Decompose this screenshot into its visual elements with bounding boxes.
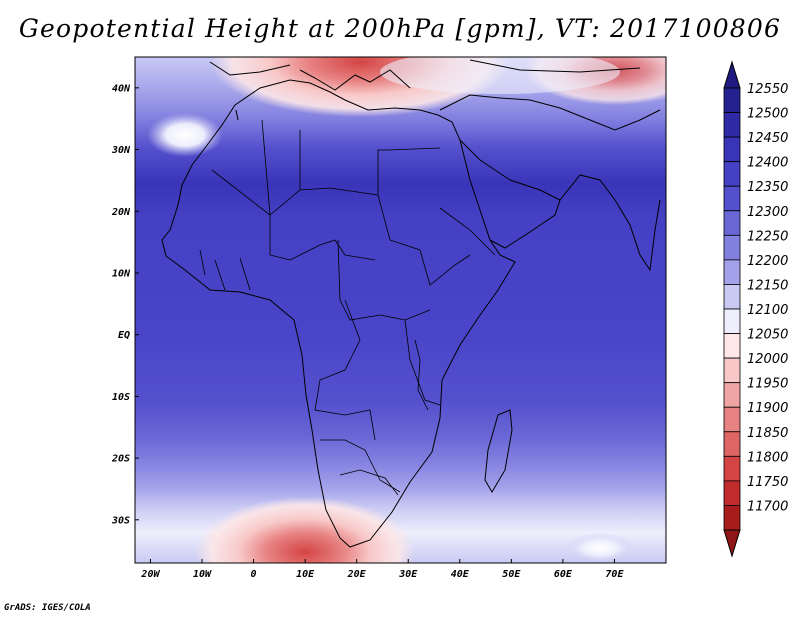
colorbar-segment	[723, 308, 741, 334]
colorbar-segment	[723, 505, 741, 531]
colorbar-segment	[723, 112, 741, 138]
height-field	[135, 57, 666, 563]
colorbar-label: 11750	[747, 475, 788, 490]
colorbar-labels: 12550 12500 12450 12400 12350 12300 12250 12200…	[747, 82, 788, 514]
colorbar-segments	[723, 87, 741, 531]
colorbar-label: 12500	[747, 107, 788, 122]
colorbar-top-arrow	[723, 60, 741, 89]
plot-frame	[134, 56, 667, 564]
colorbar-label: 11800	[747, 450, 788, 465]
colorbar-label: 12450	[747, 131, 788, 146]
lat-tick-label: 30S	[111, 515, 130, 526]
colorbar-segment	[723, 284, 741, 310]
coastlines	[161, 59, 661, 548]
colorbar-label: 12000	[747, 352, 788, 367]
lon-tick-label: 40E	[451, 569, 470, 580]
lat-tick-label: 30N	[111, 145, 131, 156]
colorbar-segment	[723, 161, 741, 187]
colorbar-label: 12250	[747, 229, 788, 244]
lat-tick-label: 40N	[112, 83, 131, 94]
colorbar-segment	[723, 480, 741, 506]
lon-tick-label: 20E	[347, 569, 367, 580]
colorbar-segment	[723, 259, 741, 285]
colorbar-label: 12200	[747, 254, 788, 269]
colorbar-segment	[723, 455, 741, 482]
colorbar-label: 11900	[747, 401, 788, 416]
lon-tick-label: 70E	[605, 569, 624, 580]
colorbar-label: 12300	[747, 205, 788, 220]
colorbar-label: 12050	[747, 328, 788, 343]
lon-tick-label: 60E	[554, 569, 573, 580]
colorbar-segment	[723, 185, 741, 212]
lon-tick-label: 10W	[193, 569, 212, 580]
colorbar-label: 11950	[747, 377, 788, 392]
latitude-ticks: 40N 30N 20N 10N EQ 10S 20S 30S	[111, 83, 139, 526]
colorbar-segment	[723, 333, 741, 359]
colorbar-label: 11850	[747, 426, 788, 441]
lon-tick-label: 10E	[296, 569, 315, 580]
colorbar-label: 12100	[747, 303, 788, 318]
lat-tick-label: EQ	[118, 330, 130, 341]
lat-tick-label: 10S	[112, 392, 130, 403]
colorbar-segment	[723, 406, 741, 433]
colorbar-segment	[723, 431, 741, 457]
plot-title: Geopotential Height at 200hPa [gpm], VT:…	[18, 14, 782, 43]
credit-text: GrADS: IGES/COLA	[4, 603, 91, 613]
colorbar-label: 12550	[747, 82, 788, 97]
colorbar-bottom-arrow	[723, 529, 741, 558]
country-borders	[199, 119, 496, 496]
lon-tick-label: 20W	[140, 569, 160, 580]
colorbar-label: 12400	[747, 156, 788, 171]
lat-tick-label: 20N	[111, 207, 131, 218]
lon-tick-label: 50E	[502, 569, 521, 580]
colorbar-segment	[723, 357, 741, 384]
lat-tick-label: 20S	[111, 454, 130, 465]
colorbar-label: 11700	[747, 499, 788, 514]
colorbar-segment	[723, 136, 741, 163]
colorbar-label: 12350	[747, 180, 788, 195]
longitude-ticks: 20W 10W 0 10E 20E 30E 40E 50E 60E 70E	[140, 559, 624, 580]
colorbar-label: 12150	[747, 278, 788, 293]
lon-tick-label: 30E	[398, 569, 418, 580]
colorbar-segment	[723, 210, 741, 236]
lat-tick-label: 10N	[112, 268, 131, 279]
colorbar-segment	[723, 87, 741, 113]
colorbar-segment	[723, 234, 741, 261]
colorbar-segment	[723, 382, 741, 408]
lon-tick-label: 0	[251, 569, 257, 580]
